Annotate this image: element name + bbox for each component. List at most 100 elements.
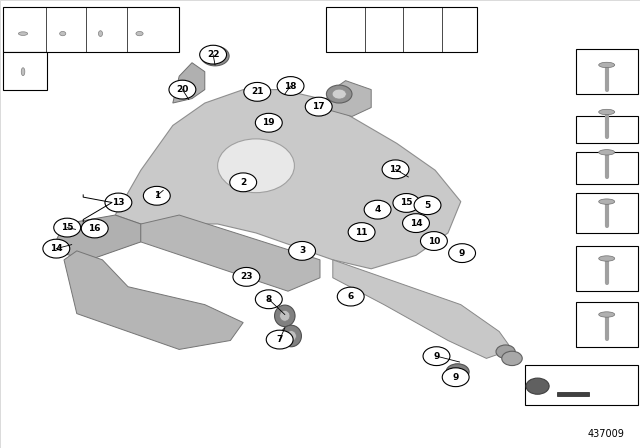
Ellipse shape	[599, 150, 615, 155]
Text: 20: 20	[176, 85, 189, 94]
Text: 11: 11	[355, 228, 368, 237]
Text: 5: 5	[424, 201, 431, 210]
Text: 19: 19	[53, 24, 68, 34]
Circle shape	[230, 173, 257, 192]
Ellipse shape	[99, 31, 102, 36]
Circle shape	[289, 241, 316, 260]
Text: 5: 5	[602, 208, 610, 218]
Text: 2: 2	[240, 178, 246, 187]
Text: 23: 23	[240, 272, 253, 281]
Text: 3: 3	[299, 246, 305, 255]
Ellipse shape	[599, 109, 615, 115]
Circle shape	[364, 200, 391, 219]
FancyBboxPatch shape	[576, 302, 638, 347]
Polygon shape	[51, 215, 141, 260]
Ellipse shape	[280, 310, 290, 321]
Polygon shape	[173, 63, 205, 103]
Ellipse shape	[286, 331, 296, 341]
Text: 4: 4	[602, 265, 610, 275]
Text: 2: 2	[602, 381, 610, 391]
Ellipse shape	[281, 325, 301, 347]
Circle shape	[43, 239, 70, 258]
Circle shape	[266, 330, 293, 349]
Circle shape	[326, 85, 352, 103]
FancyBboxPatch shape	[326, 7, 477, 52]
Circle shape	[218, 139, 294, 193]
Polygon shape	[115, 90, 461, 269]
Text: 15: 15	[332, 24, 347, 34]
Text: 15: 15	[61, 223, 74, 232]
Text: 9: 9	[602, 125, 610, 135]
Circle shape	[423, 347, 450, 366]
Ellipse shape	[275, 305, 295, 327]
Circle shape	[201, 46, 229, 66]
Text: 1: 1	[154, 191, 160, 200]
Text: 21: 21	[251, 87, 264, 96]
Circle shape	[81, 219, 108, 238]
Circle shape	[496, 345, 515, 358]
Text: 10: 10	[428, 237, 440, 246]
Text: 13: 13	[112, 198, 125, 207]
Text: 9: 9	[433, 352, 440, 361]
Text: 15: 15	[400, 198, 413, 207]
Circle shape	[502, 351, 522, 366]
Polygon shape	[141, 215, 320, 291]
Text: 9: 9	[459, 249, 465, 258]
Text: 17: 17	[312, 102, 325, 111]
Text: 18: 18	[284, 82, 297, 90]
FancyBboxPatch shape	[3, 7, 179, 52]
FancyBboxPatch shape	[3, 52, 47, 90]
Ellipse shape	[19, 32, 28, 35]
Polygon shape	[64, 251, 243, 349]
Text: 19: 19	[262, 118, 275, 127]
FancyBboxPatch shape	[576, 49, 638, 94]
Polygon shape	[333, 260, 512, 358]
Text: 8: 8	[266, 295, 272, 304]
Ellipse shape	[136, 31, 143, 36]
Ellipse shape	[21, 68, 25, 76]
Text: 3: 3	[602, 321, 610, 331]
Text: 11: 11	[447, 24, 462, 34]
Circle shape	[414, 196, 441, 215]
Circle shape	[332, 89, 346, 99]
Text: 12: 12	[408, 24, 424, 34]
Ellipse shape	[599, 199, 615, 204]
Text: 18: 18	[92, 24, 107, 34]
Text: 22: 22	[207, 50, 220, 59]
Text: 6: 6	[348, 292, 354, 301]
Polygon shape	[557, 392, 589, 396]
Circle shape	[348, 223, 375, 241]
Circle shape	[382, 160, 409, 179]
Text: 4: 4	[374, 205, 381, 214]
Circle shape	[420, 232, 447, 250]
FancyBboxPatch shape	[576, 193, 638, 233]
Text: 9: 9	[452, 373, 459, 382]
Ellipse shape	[599, 256, 615, 261]
Text: 7: 7	[276, 335, 283, 344]
Circle shape	[244, 82, 271, 101]
Ellipse shape	[599, 62, 615, 68]
Circle shape	[200, 45, 227, 64]
Circle shape	[143, 186, 170, 205]
Text: 437009: 437009	[587, 429, 624, 439]
Circle shape	[526, 378, 549, 394]
Circle shape	[446, 364, 469, 380]
Ellipse shape	[60, 31, 66, 36]
FancyBboxPatch shape	[576, 116, 638, 143]
Text: 11: 11	[598, 67, 614, 77]
Circle shape	[233, 267, 260, 286]
Circle shape	[207, 51, 223, 61]
Ellipse shape	[599, 312, 615, 317]
Circle shape	[449, 244, 476, 263]
Circle shape	[337, 287, 364, 306]
Text: 8: 8	[602, 163, 610, 173]
Circle shape	[393, 194, 420, 212]
Text: 22: 22	[15, 56, 30, 65]
Circle shape	[105, 193, 132, 212]
Circle shape	[305, 97, 332, 116]
Polygon shape	[320, 81, 371, 116]
Text: 12: 12	[389, 165, 402, 174]
Circle shape	[255, 290, 282, 309]
Circle shape	[442, 368, 469, 387]
Circle shape	[54, 218, 81, 237]
